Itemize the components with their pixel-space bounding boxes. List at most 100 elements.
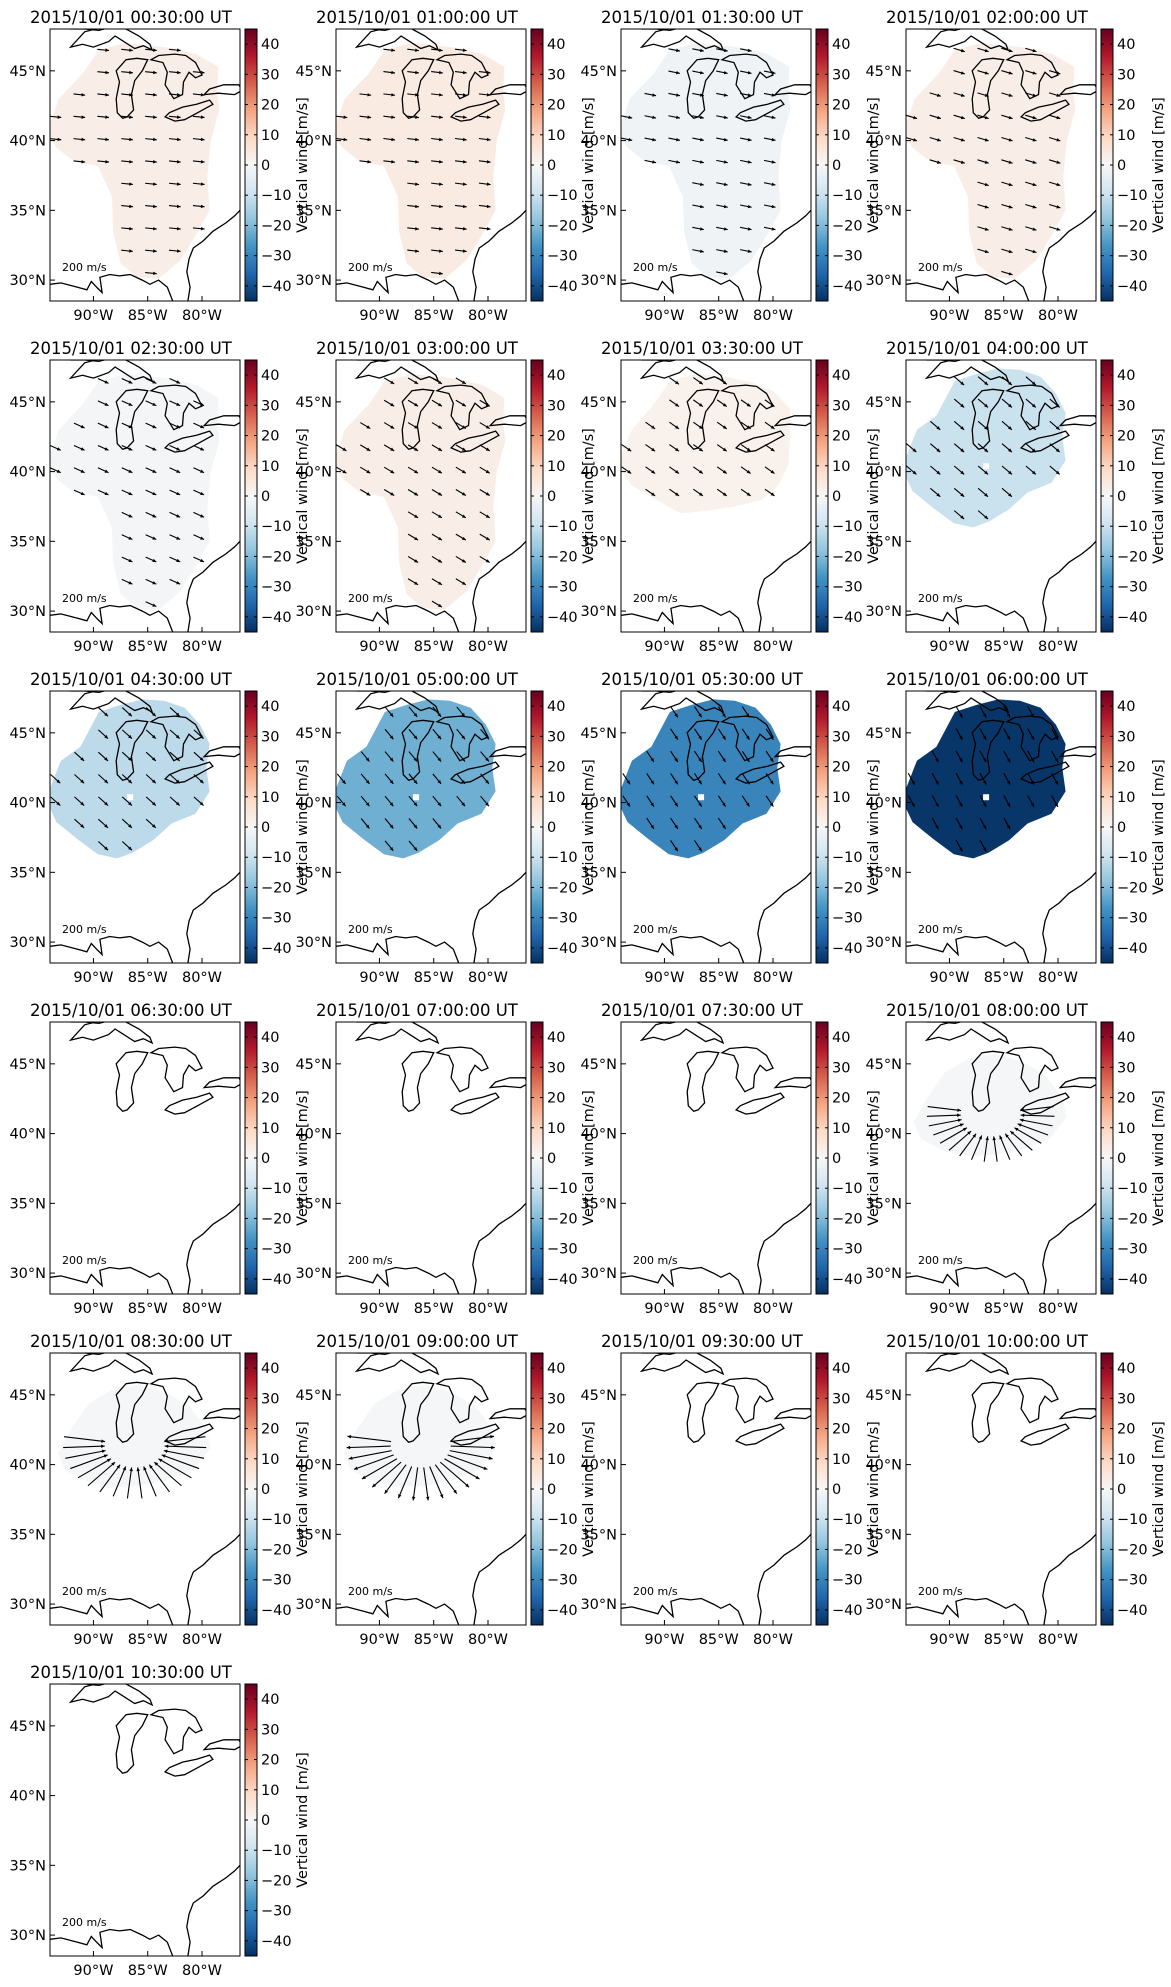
colorbar-tick-label: −20 — [547, 549, 578, 565]
colorbar-tick-label: 40 — [832, 1030, 850, 1046]
colorbar-tick-label: 30 — [832, 398, 850, 414]
colorbar-label: Vertical wind [m/s] — [866, 759, 882, 895]
lat-tick-label: 30°N — [865, 1597, 902, 1613]
lon-tick-label: 80°W — [753, 639, 793, 655]
colorbar-tick-label: 0 — [832, 158, 841, 174]
colorbar-tick-label: 10 — [832, 459, 850, 475]
colorbar-tick-label: −20 — [1117, 218, 1148, 234]
lon-tick-label: 80°W — [753, 1301, 793, 1317]
gulf-coastline — [50, 273, 174, 301]
shoreline — [641, 691, 676, 694]
colorbar-tick-label: −40 — [547, 941, 578, 957]
colorbar-tick-label: −20 — [261, 1211, 292, 1227]
gulf-coastline — [906, 1266, 1030, 1294]
colorbar-tick-label: −10 — [547, 850, 578, 866]
colorbar-tick-label: 40 — [832, 37, 850, 53]
great-lake-outline — [686, 1381, 720, 1444]
vertical-wind-field — [336, 699, 496, 859]
map-panel: 2015/10/01 07:30:00 UT 200 m/s 45°N 40°N 35°… — [580, 1001, 882, 1317]
colorbar-tick-label: 30 — [261, 398, 279, 414]
map-frame — [335, 1352, 527, 1626]
vertical-wind-field — [336, 42, 506, 279]
shoreline — [70, 1022, 105, 1025]
panel-title: 2015/10/01 02:30:00 UT — [30, 339, 233, 358]
atlantic-coastline — [472, 871, 526, 963]
colorbar-tick-label: −30 — [547, 911, 578, 927]
colorbar-tick-label: −30 — [261, 249, 292, 265]
wind-vectors — [50, 378, 205, 608]
lat-tick-label: 45°N — [9, 395, 46, 411]
atlantic-coastline — [757, 871, 811, 963]
colorbar-label: Vertical wind [m/s] — [295, 1421, 311, 1557]
colorbar-label: Vertical wind [m/s] — [581, 428, 597, 564]
lon-tick-label: 80°W — [468, 639, 508, 655]
lat-tick-label: 45°N — [865, 395, 902, 411]
colorbar-tick-label: 10 — [832, 1452, 850, 1468]
map-frame — [335, 1021, 527, 1295]
great-lake-outline — [202, 415, 240, 427]
map-frame — [905, 1352, 1097, 1626]
vertical-wind-field — [343, 1385, 497, 1487]
atlantic-coastline — [186, 871, 240, 963]
map-panel: 2015/10/01 09:30:00 UT 200 m/s 45°N 40°N 35°… — [580, 1332, 882, 1648]
great-lake-outline — [971, 57, 1005, 120]
shoreline — [356, 360, 391, 363]
lat-tick-label: 40°N — [9, 465, 46, 481]
colorbar-label: Vertical wind [m/s] — [295, 428, 311, 564]
colorbar-tick-label: −20 — [1117, 549, 1148, 565]
colorbar-label: Vertical wind [m/s] — [866, 97, 882, 233]
colorbar-tick-label: 30 — [261, 1722, 279, 1738]
colorbar-tick-label: −20 — [832, 549, 863, 565]
lat-tick-label: 45°N — [9, 726, 46, 742]
map-panel: 2015/10/01 04:00:00 UT 200 m/s 45°N 40°N 35°… — [865, 339, 1167, 655]
colorbar-tick-label: 20 — [1117, 1091, 1135, 1107]
shoreline — [926, 360, 961, 363]
wind-vectors — [906, 47, 1061, 276]
colorbar-tick-label: 20 — [547, 760, 565, 776]
lon-tick-label: 85°W — [984, 639, 1024, 655]
great-lake-outline — [971, 1381, 1005, 1444]
great-lake-outline — [971, 1050, 1005, 1113]
panel-title: 2015/10/01 08:00:00 UT — [886, 1001, 1089, 1020]
great-lake-outline — [773, 746, 811, 758]
colorbar-tick-label: 30 — [261, 1060, 279, 1076]
lat-tick-label: 45°N — [295, 395, 332, 411]
great-lake-outline — [1058, 1077, 1096, 1089]
great-lake-outline — [488, 84, 526, 96]
colorbar-tick-label: −30 — [261, 1573, 292, 1589]
colorbar-tick-label: −10 — [547, 1181, 578, 1197]
colorbar-tick-label: 10 — [261, 790, 279, 806]
colorbar-label: Vertical wind [m/s] — [581, 1421, 597, 1557]
atlantic-coastline — [186, 1202, 240, 1294]
lon-tick-label: 85°W — [414, 308, 454, 324]
lat-tick-label: 40°N — [580, 1458, 617, 1474]
colorbar-tick-label: 10 — [547, 1121, 565, 1137]
colorbar-tick-label: 30 — [547, 1391, 565, 1407]
lon-tick-label: 85°W — [414, 639, 454, 655]
map-panel: 2015/10/01 06:30:00 UT 200 m/s 45°N 40°N 35°… — [9, 1001, 311, 1317]
gulf-coastline — [336, 935, 460, 963]
colorbar-tick-label: −10 — [261, 1512, 292, 1528]
great-lake-outline — [1019, 1092, 1070, 1115]
gulf-coastline — [621, 1597, 745, 1625]
shoreline — [356, 691, 391, 694]
great-lake-outline — [435, 1046, 489, 1093]
colorbar-label: Vertical wind [m/s] — [295, 97, 311, 233]
great-lake-outline — [924, 691, 1010, 714]
great-lake-outline — [924, 1353, 1010, 1376]
shoreline — [926, 1353, 961, 1356]
great-lake-outline — [401, 719, 435, 782]
lon-tick-label: 80°W — [468, 1632, 508, 1648]
wind-vectors — [906, 376, 1061, 520]
shoreline — [70, 29, 105, 32]
colorbar-tick-label: −40 — [832, 1603, 863, 1619]
lat-tick-label: 30°N — [9, 273, 46, 289]
colorbar-tick-label: −30 — [547, 1242, 578, 1258]
colorbar-label: Vertical wind [m/s] — [866, 1421, 882, 1557]
colorbar-tick-label: −10 — [1117, 519, 1148, 535]
colorbar-tick-label: 20 — [1117, 760, 1135, 776]
lon-tick-label: 85°W — [128, 1301, 168, 1317]
colorbar-tick-label: −10 — [547, 519, 578, 535]
map-panel: 2015/10/01 03:30:00 UT 200 m/s 45°N 40°N 35°… — [580, 339, 882, 655]
gulf-coastline — [336, 1597, 460, 1625]
